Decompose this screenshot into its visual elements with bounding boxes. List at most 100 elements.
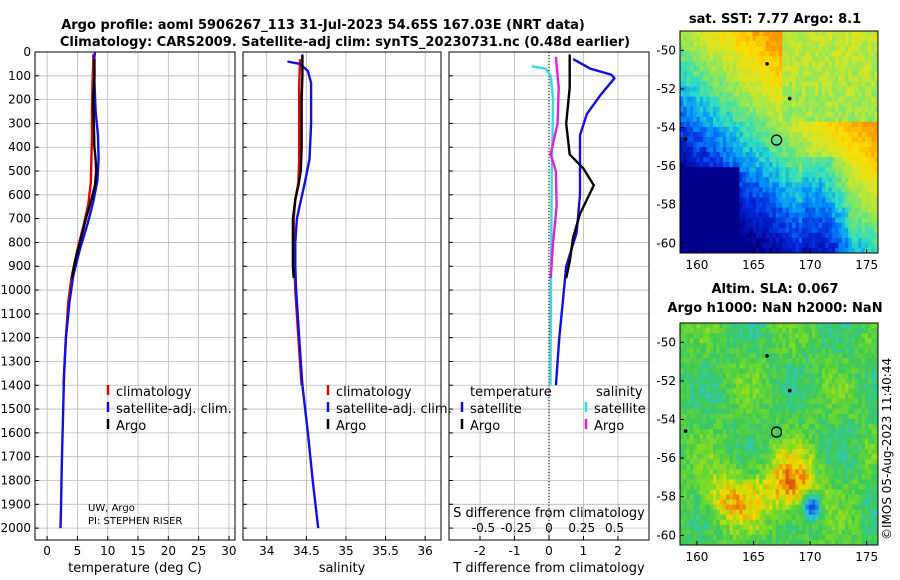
- heatmap-cell: [831, 101, 836, 108]
- heatmap-cell: [851, 31, 856, 37]
- heatmap-cell: [699, 31, 704, 37]
- heatmap-cell: [812, 202, 816, 208]
- heatmap-cell: [762, 368, 767, 374]
- heatmap-cell: [683, 197, 687, 203]
- heatmap-cell: [699, 202, 704, 208]
- heatmap-cell: [769, 459, 773, 465]
- heatmap-cell: [703, 36, 707, 42]
- heatmap-cell: [746, 434, 750, 440]
- heatmap-cell: [779, 126, 783, 133]
- heatmap-cell: [805, 31, 810, 37]
- heatmap-cell: [716, 71, 720, 77]
- heatmap-cell: [680, 126, 684, 133]
- heatmap-cell: [772, 378, 777, 384]
- heatmap-cell: [755, 423, 760, 430]
- heatmap-cell: [858, 41, 862, 47]
- heatmap-cell: [795, 131, 800, 138]
- heatmap-cell: [722, 348, 727, 354]
- heatmap-cell: [693, 187, 697, 193]
- heatmap-cell: [864, 454, 869, 460]
- heatmap-cell: [868, 41, 872, 47]
- heatmap-cell: [775, 66, 780, 72]
- heatmap-cell: [861, 86, 866, 92]
- heatmap-cell: [848, 428, 852, 435]
- heatmap-cell: [841, 444, 846, 450]
- heatmap-cell: [713, 162, 717, 168]
- heatmap-cell: [812, 323, 816, 329]
- heatmap-cell: [851, 61, 856, 67]
- heatmap-cell: [746, 187, 750, 193]
- heatmap-cell: [746, 454, 750, 460]
- heatmap-cell: [792, 66, 796, 72]
- heatmap-cell: [699, 383, 704, 389]
- heatmap-cell: [848, 207, 852, 214]
- heatmap-cell: [821, 142, 826, 148]
- heatmap-cell: [874, 449, 879, 455]
- heatmap-cell: [699, 131, 704, 138]
- heatmap-cell: [835, 217, 839, 224]
- heatmap-cell: [772, 459, 777, 465]
- heatmap-cell: [795, 31, 800, 37]
- heatmap-cell: [772, 56, 777, 62]
- heatmap-cell: [841, 439, 846, 445]
- heatmap-cell: [815, 428, 819, 435]
- heatmap-cell: [729, 177, 734, 183]
- heatmap-cell: [812, 207, 816, 214]
- heatmap-cell: [845, 66, 849, 72]
- heatmap-cell: [802, 373, 806, 379]
- heatmap-cell: [841, 167, 846, 173]
- heatmap-cell: [831, 86, 836, 92]
- heatmap-cell: [851, 81, 856, 87]
- heatmap-cell: [703, 207, 707, 214]
- heatmap-cell: [772, 464, 777, 470]
- heatmap-cell: [703, 403, 707, 410]
- heatmap-cell: [699, 353, 704, 359]
- heatmap-cell: [815, 383, 819, 389]
- heatmap-cell: [874, 439, 879, 445]
- heatmap-cell: [726, 247, 730, 254]
- heatmap-cell: [828, 121, 833, 128]
- heatmap-cell: [854, 403, 859, 410]
- heatmap-cell: [713, 111, 717, 118]
- heatmap-cell: [775, 182, 780, 188]
- heatmap-cell: [742, 242, 747, 249]
- heatmap-cell: [729, 353, 734, 359]
- heatmap-cell: [808, 76, 813, 82]
- heatmap-cell: [785, 172, 790, 178]
- heatmap-cell: [808, 126, 813, 133]
- heatmap-cell: [732, 469, 737, 475]
- heatmap-cell: [726, 142, 730, 148]
- heatmap-cell: [693, 353, 697, 359]
- heatmap-cell: [782, 489, 786, 495]
- heatmap-cell: [729, 237, 734, 244]
- heatmap-cell: [858, 56, 862, 62]
- heatmap-cell: [752, 36, 757, 42]
- heatmap-cell: [812, 423, 816, 430]
- heatmap-cell: [874, 363, 879, 369]
- heatmap-cell: [838, 474, 843, 480]
- heatmap-cell: [689, 126, 694, 133]
- heatmap-cell: [706, 393, 711, 400]
- heatmap-cell: [703, 116, 707, 123]
- heatmap-cell: [854, 167, 859, 173]
- heatmap-cell: [782, 142, 786, 148]
- heatmap-cell: [729, 348, 734, 354]
- heatmap-cell: [683, 434, 687, 440]
- heatmap-cell: [821, 202, 826, 208]
- heatmap-cell: [726, 338, 730, 344]
- series-line-Argo: [70, 59, 98, 279]
- heatmap-cell: [779, 338, 783, 344]
- heatmap-cell: [805, 167, 810, 173]
- heatmap-cell: [788, 434, 793, 440]
- heatmap-cell: [683, 242, 687, 249]
- heatmap-cell: [868, 444, 872, 450]
- heatmap-cell: [732, 423, 737, 430]
- heatmap-cell: [868, 408, 872, 415]
- heatmap-cell: [699, 96, 704, 103]
- heatmap-cell: [755, 197, 760, 203]
- heatmap-cell: [765, 449, 770, 455]
- heatmap-cell: [696, 388, 701, 395]
- heatmap-cell: [742, 86, 747, 92]
- heatmap-cell: [798, 76, 803, 82]
- heatmap-cell: [775, 61, 780, 67]
